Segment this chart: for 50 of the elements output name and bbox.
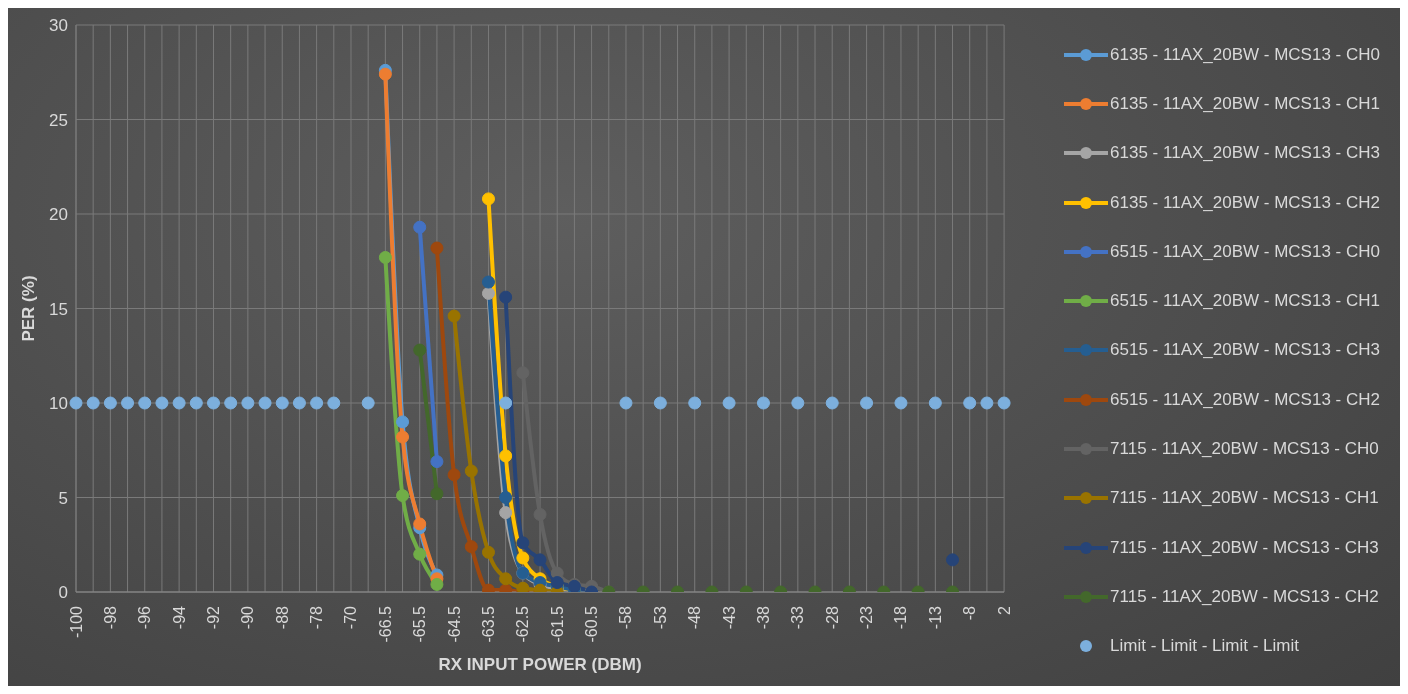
x-tick-label: -33 [789, 605, 807, 630]
y-tick-label: 15 [49, 299, 68, 319]
x-tick-label: -23 [858, 605, 876, 630]
y-tick-label: 25 [49, 110, 68, 130]
y-axis-title: PER (%) [19, 275, 39, 342]
legend-label: 6515 - 11AX_20BW - MCS13 - CH2 [1110, 389, 1380, 410]
y-tick-label: 30 [49, 16, 68, 36]
x-tick-label: -90 [239, 605, 257, 630]
x-tick-label: -18 [892, 605, 910, 630]
legend-label: 7115 - 11AX_20BW - MCS13 - CH2 [1110, 586, 1379, 607]
x-tick-label: -48 [686, 605, 704, 630]
x-tick-label: -92 [204, 605, 222, 630]
x-tick-label: -70 [342, 605, 360, 630]
x-tick-label: -38 [754, 605, 772, 630]
x-tick-label: -65.5 [411, 605, 429, 643]
legend-label: 6135 - 11AX_20BW - MCS13 - CH3 [1110, 143, 1380, 164]
x-tick-label: -62.5 [514, 605, 532, 643]
x-tick-label: -78 [308, 605, 326, 630]
x-tick-label: -94 [170, 605, 188, 630]
legend-label: 6135 - 11AX_20BW - MCS13 - CH2 [1110, 192, 1380, 213]
legend-label: 6135 - 11AX_20BW - MCS13 - CH1 [1110, 93, 1380, 114]
legend-label: 6515 - 11AX_20BW - MCS13 - CH1 [1110, 291, 1380, 312]
x-tick-label: -64.5 [445, 605, 463, 643]
x-tick-label: -63.5 [479, 605, 497, 643]
x-tick-label: -28 [823, 605, 841, 630]
x-tick-label: -43 [720, 605, 738, 630]
legend-label: 7115 - 11AX_20BW - MCS13 - CH0 [1110, 439, 1379, 460]
y-tick-label: 10 [49, 394, 68, 414]
x-tick-label: -98 [101, 605, 119, 630]
y-tick-label: 5 [58, 488, 68, 508]
x-tick-label: -100 [67, 605, 85, 639]
x-tick-label: -66.5 [376, 605, 394, 643]
x-tick-label: -88 [273, 605, 291, 630]
legend-label: 6515 - 11AX_20BW - MCS13 - CH3 [1110, 340, 1380, 361]
legend-label: 6515 - 11AX_20BW - MCS13 - CH0 [1110, 241, 1380, 262]
legend-label: Limit - Limit - Limit - Limit [1110, 636, 1299, 657]
x-tick-label: -53 [651, 605, 669, 630]
legend-label: 7115 - 11AX_20BW - MCS13 - CH3 [1110, 537, 1379, 558]
x-axis-title: RX INPUT POWER (DBM) [438, 655, 642, 674]
legend-label: 6135 - 11AX_20BW - MCS13 - CH0 [1110, 44, 1380, 65]
y-tick-label: 20 [49, 205, 68, 225]
x-tick-label: -96 [136, 605, 154, 630]
x-tick-label: -58 [617, 605, 635, 630]
x-tick-label: 2 [995, 605, 1013, 615]
x-tick-label: -60.5 [583, 605, 601, 643]
x-tick-label: -61.5 [548, 605, 566, 643]
legend-label: 7115 - 11AX_20BW - MCS13 - CH1 [1110, 488, 1379, 509]
x-tick-label: -8 [961, 605, 979, 621]
y-tick-label: 0 [58, 583, 68, 603]
x-tick-label: -13 [926, 605, 944, 630]
